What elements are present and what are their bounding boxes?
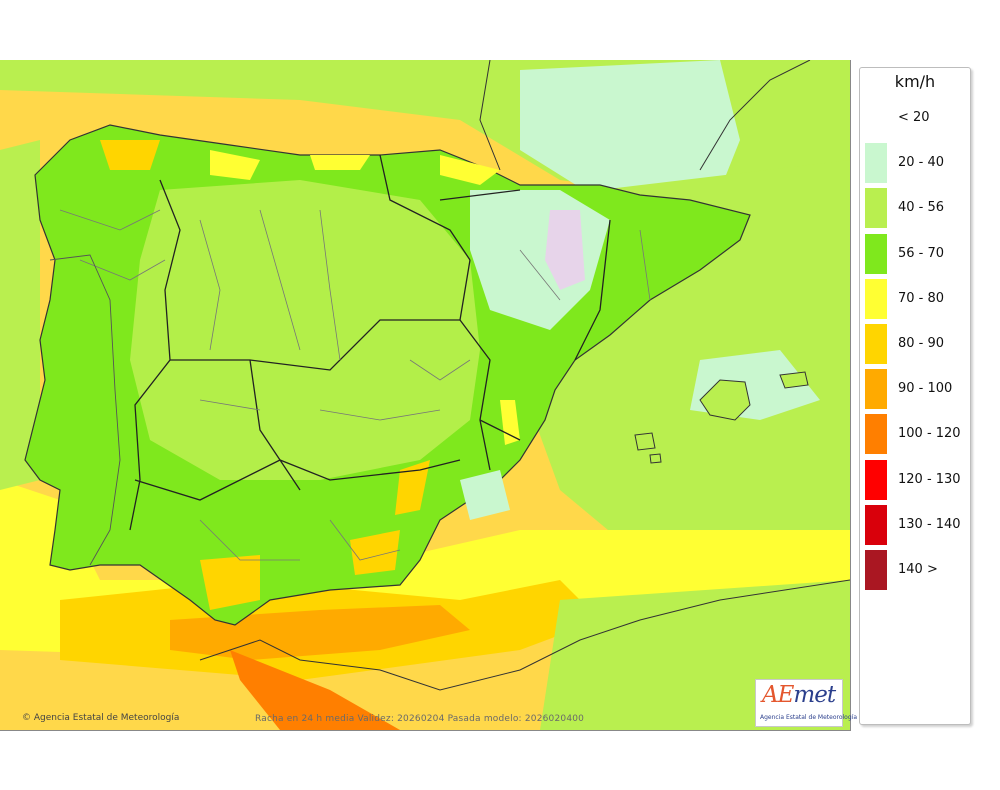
legend-swatch bbox=[865, 504, 887, 545]
legend-item: 120 - 130 bbox=[860, 459, 970, 502]
legend-item: 70 - 80 bbox=[860, 278, 970, 321]
legend-item: 100 - 120 bbox=[860, 414, 970, 456]
legend-unit: km/h bbox=[894, 72, 936, 91]
legend-item: 20 - 40 bbox=[860, 143, 970, 185]
legend-label: 130 - 140 bbox=[898, 516, 961, 532]
legend-item: < 20 bbox=[860, 98, 970, 140]
aemet-wordmark: AEmet bbox=[762, 682, 836, 708]
map-canvas bbox=[0, 60, 850, 730]
legend-swatch bbox=[865, 550, 887, 590]
legend-swatch bbox=[865, 369, 887, 410]
color-legend: km/h < 20 20 - 40 40 - 56 56 - 70 70 - 80 80 … bbox=[859, 67, 971, 725]
legend-item: 80 - 90 bbox=[860, 324, 970, 366]
legend-label: 70 - 80 bbox=[898, 290, 945, 306]
legend-swatch bbox=[865, 278, 887, 319]
legend-swatch bbox=[865, 188, 887, 229]
validity-caption: Racha en 24 h media Validez: 20260204 Pa… bbox=[255, 714, 585, 724]
legend-label: 100 - 120 bbox=[898, 426, 961, 442]
legend-swatch bbox=[865, 233, 887, 274]
legend-label: 20 - 40 bbox=[898, 155, 945, 171]
legend-swatch bbox=[865, 324, 887, 364]
province-boundaries bbox=[59, 209, 651, 561]
ibiza bbox=[634, 432, 656, 451]
calm-zone-bay-of-biscay-east bbox=[520, 60, 740, 200]
legend-label: 90 - 100 bbox=[898, 381, 953, 397]
menorca bbox=[779, 371, 809, 389]
legend-label: 40 - 56 bbox=[898, 200, 945, 216]
ebro-lowest-zone bbox=[545, 210, 585, 290]
legend-swatch bbox=[865, 459, 887, 500]
legend-item: 56 - 70 bbox=[860, 233, 970, 276]
copyright-credit: © Agencia Estatal de Meteorología bbox=[22, 713, 179, 723]
legend-label: 56 - 70 bbox=[898, 245, 945, 261]
legend-swatch bbox=[865, 98, 887, 138]
alboran-strong-zone bbox=[170, 605, 470, 660]
legend-label: 80 - 90 bbox=[898, 336, 945, 351]
legend-label: < 20 bbox=[898, 110, 930, 125]
legend-item: 140 > bbox=[860, 550, 970, 592]
legend-swatch bbox=[865, 143, 887, 184]
legend-label: 140 > bbox=[898, 562, 938, 577]
legend-label: 120 - 130 bbox=[898, 471, 961, 487]
central-plateau bbox=[130, 180, 480, 480]
formentera bbox=[649, 453, 662, 464]
copyright-icon: © bbox=[22, 713, 31, 723]
mallorca bbox=[699, 379, 751, 421]
wind-gust-map[interactable] bbox=[0, 60, 851, 731]
region-boundaries bbox=[129, 154, 611, 531]
aemet-logo-subtitle: Agencia Estatal de Meteorología bbox=[760, 714, 857, 721]
legend-swatch bbox=[865, 414, 887, 455]
legend-item: 90 - 100 bbox=[860, 369, 970, 411]
aemet-logo[interactable]: AEmet Agencia Estatal de Meteorología bbox=[755, 679, 857, 727]
legend-item: 40 - 56 bbox=[860, 188, 970, 230]
legend-item: 130 - 140 bbox=[860, 504, 970, 547]
credit-text: Agencia Estatal de Meteorología bbox=[33, 713, 180, 723]
